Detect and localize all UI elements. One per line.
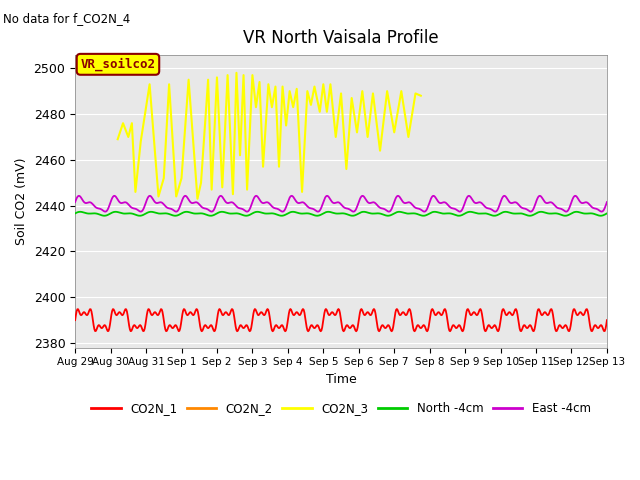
Y-axis label: Soil CO2 (mV): Soil CO2 (mV): [15, 157, 28, 245]
Text: VR_soilco2: VR_soilco2: [81, 58, 156, 71]
X-axis label: Time: Time: [326, 373, 356, 386]
Title: VR North Vaisala Profile: VR North Vaisala Profile: [243, 29, 439, 48]
Text: No data for f_CO2N_4: No data for f_CO2N_4: [3, 12, 131, 25]
Legend: CO2N_1, CO2N_2, CO2N_3, North -4cm, East -4cm: CO2N_1, CO2N_2, CO2N_3, North -4cm, East…: [86, 397, 595, 420]
